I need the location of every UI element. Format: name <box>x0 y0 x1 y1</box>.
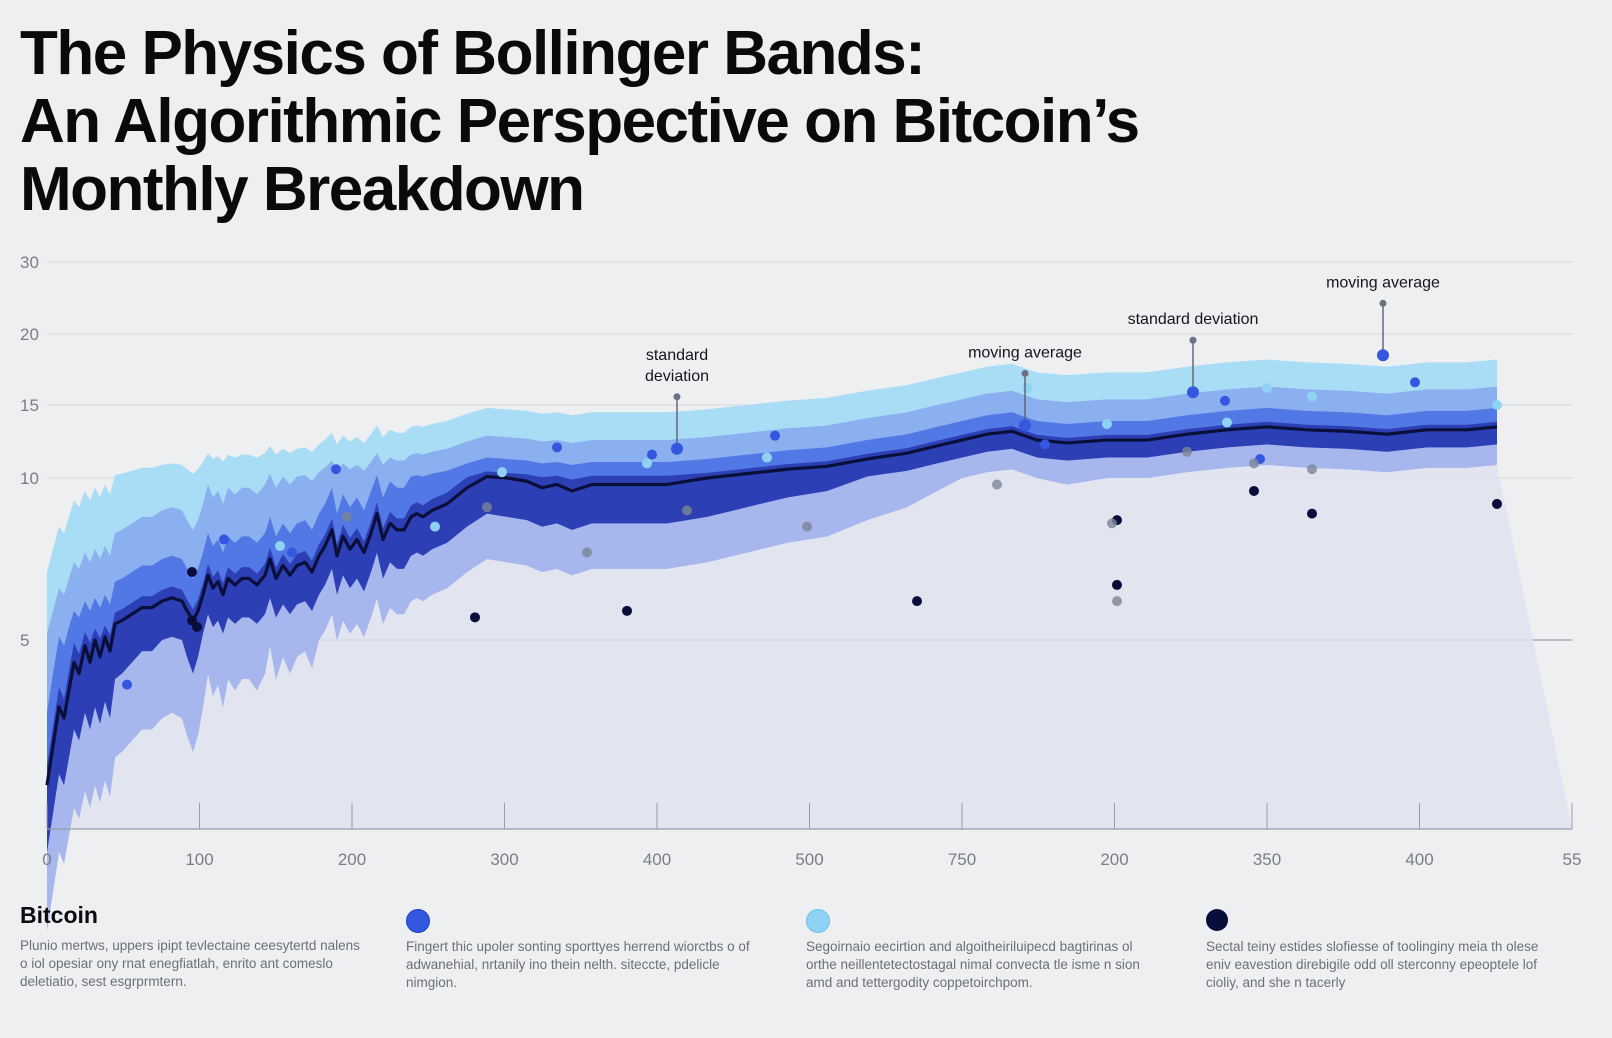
legend-blue-dot-icon <box>406 909 430 933</box>
x-tick-label: 400 <box>1405 850 1433 869</box>
bitcoin-price-line <box>45 425 1498 786</box>
scatter-point-grey <box>342 511 352 522</box>
scatter-point-blue <box>122 679 132 690</box>
scatter-point-sky <box>1262 382 1272 393</box>
scatter-point-blue <box>1040 439 1050 450</box>
scatter-point-navy <box>187 566 197 577</box>
scatter-point-blue <box>552 442 562 453</box>
scatter-point-grey <box>482 502 492 513</box>
annotation-label: moving average <box>1326 274 1440 291</box>
scatter-point-sky <box>762 452 772 463</box>
scatter-point-grey <box>1182 446 1192 457</box>
x-tick-label: 400 <box>643 850 671 869</box>
title-line-1: The Physics of Bollinger Bands: <box>20 19 926 88</box>
page-title: The Physics of Bollinger Bands: An Algor… <box>20 20 1320 224</box>
scatter-point-blue <box>331 464 341 475</box>
x-tick-label: 0 <box>42 850 51 869</box>
scatter-point-blue <box>287 547 297 558</box>
legend-series-name: Bitcoin <box>20 902 98 928</box>
x-tick-label: 55 <box>1563 850 1582 869</box>
x-tick-label: 200 <box>338 850 366 869</box>
scatter-point-grey <box>992 479 1002 490</box>
scatter-point-navy <box>470 612 480 623</box>
annotation-anchor <box>673 393 681 401</box>
scatter-point-navy <box>1307 508 1317 519</box>
scatter-point-sky <box>1222 417 1232 428</box>
scatter-point-grey <box>1307 464 1317 475</box>
scatter-point-grey <box>682 505 692 516</box>
scatter-point-navy <box>622 605 632 616</box>
y-tick-label: 15 <box>20 396 39 415</box>
x-tick-label: 200 <box>1100 850 1128 869</box>
y-tick-label: 5 <box>20 631 29 650</box>
scatter-point-navy <box>1249 485 1259 496</box>
scatter-point-blue <box>647 449 657 460</box>
core-band <box>47 421 1497 853</box>
legend-item-navy: Sectal teiny estides slofiesse of toolin… <box>1206 902 1551 992</box>
y-tick-label: 20 <box>20 325 39 344</box>
scatter-point-grey <box>1107 518 1117 529</box>
scatter-point-sky <box>275 541 285 552</box>
legend-description: Plunio mertws, uppers ipipt tevlectaine … <box>20 938 360 989</box>
scatter-point-sky <box>1102 418 1112 429</box>
legend-description: Fingert thic upoler sonting sporttyes he… <box>406 939 750 990</box>
scatter-point-sky <box>497 467 507 478</box>
scatter-point-grey <box>1249 458 1259 469</box>
scatter-point-sky <box>642 458 652 469</box>
legend-item-bitcoin: Bitcoin Plunio mertws, uppers ipipt tevl… <box>20 902 365 991</box>
annotation-point <box>1377 349 1389 362</box>
annotation-label: deviation <box>645 368 709 385</box>
x-tick-label: 100 <box>185 850 213 869</box>
legend-item-blue: Fingert thic upoler sonting sporttyes he… <box>406 902 751 992</box>
scatter-point-grey <box>582 547 592 558</box>
legend-sky-dot-icon <box>806 909 830 933</box>
annotation-label: standard deviation <box>1128 311 1259 328</box>
legend-item-sky: Segoirnaio eecirtion and algoitheiriluip… <box>806 902 1151 992</box>
annotation-point <box>671 442 683 455</box>
y-tick-label: 30 <box>20 253 39 272</box>
annotation-label: standard <box>646 347 708 364</box>
x-tick-label: 750 <box>948 850 976 869</box>
scatter-point-navy <box>912 596 922 607</box>
legend-navy-dot-icon <box>1206 909 1228 931</box>
annotation-anchor <box>1021 369 1029 377</box>
annotation-point <box>1187 386 1199 399</box>
scatter-point-navy <box>1112 579 1122 590</box>
x-tick-label: 500 <box>795 850 823 869</box>
x-tick-label: 350 <box>1253 850 1281 869</box>
scatter-point-sky <box>1492 400 1502 410</box>
annotation-anchor <box>1189 336 1197 344</box>
legend-description: Segoirnaio eecirtion and algoitheiriluip… <box>806 939 1140 990</box>
base-area <box>47 464 1572 931</box>
scatter-point-navy <box>1492 498 1502 509</box>
annotation-anchor <box>1379 299 1387 307</box>
scatter-point-navy <box>187 615 197 626</box>
scatter-point-sky <box>1307 391 1317 402</box>
scatter-point-sky <box>1022 382 1032 393</box>
title-line-2: An Algorithmic Perspective on Bitcoin’s <box>20 87 1140 156</box>
scatter-point-blue <box>1220 395 1230 406</box>
y-tick-label: 10 <box>20 469 39 488</box>
legend-description: Sectal teiny estides slofiesse of toolin… <box>1206 939 1539 990</box>
x-tick-label: 300 <box>490 850 518 869</box>
scatter-point-sky <box>430 521 440 532</box>
scatter-point-blue <box>219 534 229 545</box>
scatter-point-grey <box>1112 596 1122 607</box>
annotation-point <box>1019 419 1031 432</box>
annotation-label: moving average <box>968 344 1082 361</box>
scatter-point-grey <box>802 521 812 532</box>
title-line-3: Monthly Breakdown <box>20 155 585 224</box>
scatter-point-blue <box>1410 377 1420 388</box>
scatter-point-blue <box>770 430 780 441</box>
